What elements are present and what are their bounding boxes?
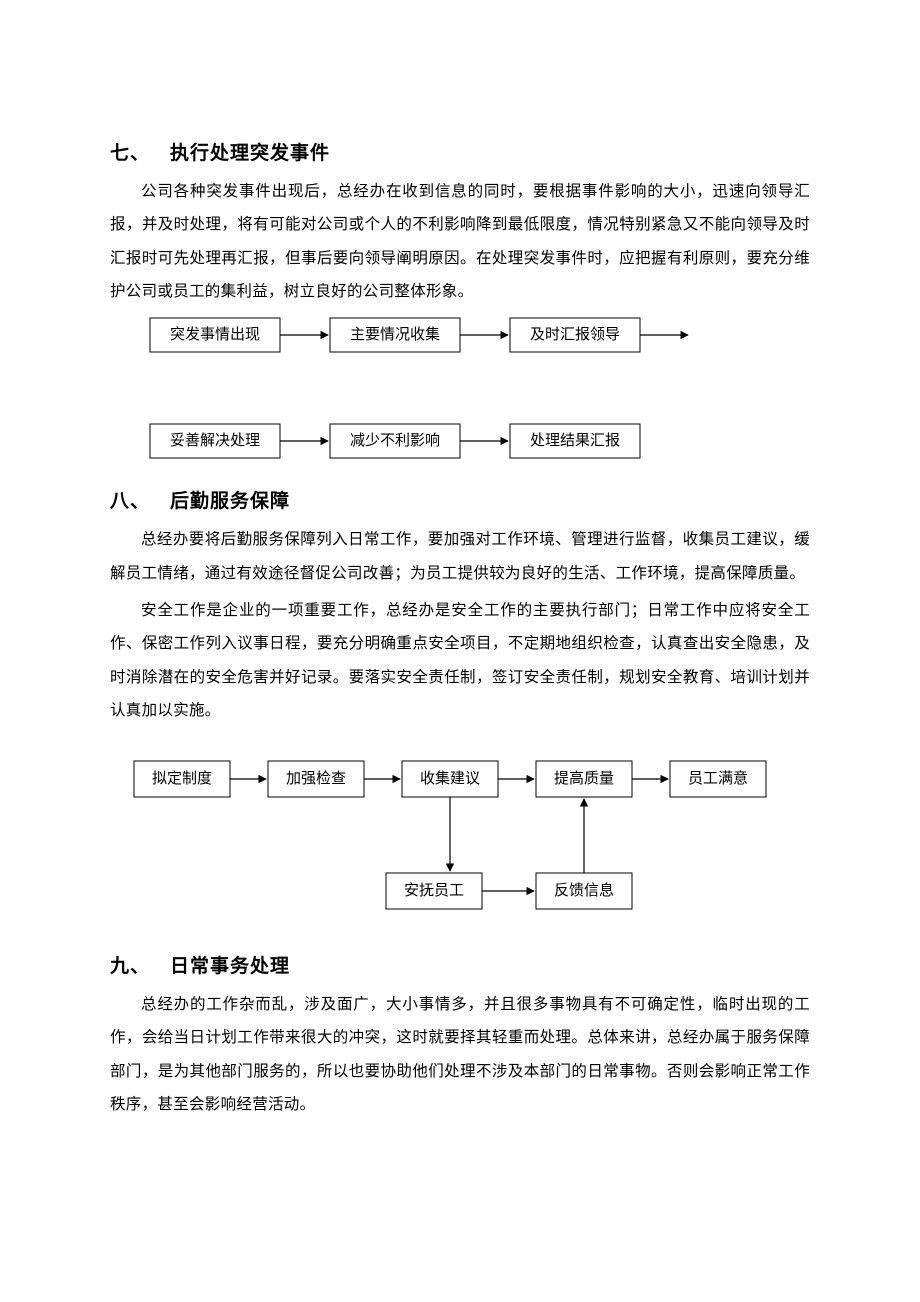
flowchart-section-8: 拟定制度 加强检查 收集建议 提高质量 员工满意安抚员工 反馈信息 [110,755,810,925]
flow-node-label: 突发事情出现 [170,326,260,343]
flow-node-label: 及时汇报领导 [530,326,620,343]
flow-node-label: 收集建议 [420,770,480,787]
flow-node-label: 员工满意 [688,769,748,787]
paragraph-section-7: 公司各种突发事件出现后，总经办在收到信息的同时，要根据事件影响的大小，迅速向领导… [110,175,810,308]
heading-section-8: 八、 后勤服务保障 [110,486,810,513]
heading-section-9: 九、 日常事务处理 [110,951,810,978]
flow-node-label: 主要情况收集 [350,326,440,343]
paragraph-section-8a: 总经办要将后勤服务保障列入日常工作，要加强对工作环境、管理进行监督，收集员工建议… [110,523,810,590]
heading-section-7: 七、 执行处理突发事件 [110,138,810,165]
flow-node-label: 反馈信息 [554,882,614,899]
flow-node-label: 加强检查 [286,770,346,787]
flow-node-label: 安抚员工 [404,882,464,899]
flow-node-label: 妥善解决处理 [170,432,260,449]
flow-node-label: 拟定制度 [152,770,212,787]
paragraph-section-8b: 安全工作是企业的一项重要工作，总经办是安全工作的主要执行部门；日常工作中应将安全… [110,594,810,727]
flowchart-7-svg: 突发事情出现 主要情况收集 及时汇报领导妥善解决处理 减少不利影响 处理结果汇报 [130,312,830,472]
flowchart-section-7: 突发事情出现 主要情况收集 及时汇报领导妥善解决处理 减少不利影响 处理结果汇报 [110,312,810,472]
flow-node-label: 处理结果汇报 [530,432,620,449]
flowchart-8-svg: 拟定制度 加强检查 收集建议 提高质量 员工满意安抚员工 反馈信息 [124,755,824,925]
flow-node-label: 提高质量 [554,770,614,787]
document-page: 七、 执行处理突发事件 公司各种突发事件出现后，总经办在收到信息的同时，要根据事… [0,0,920,1302]
flow-node-label: 减少不利影响 [350,432,440,449]
paragraph-section-9: 总经办的工作杂而乱，涉及面广，大小事情多，并且很多事物具有不可确定性，临时出现的… [110,988,810,1121]
